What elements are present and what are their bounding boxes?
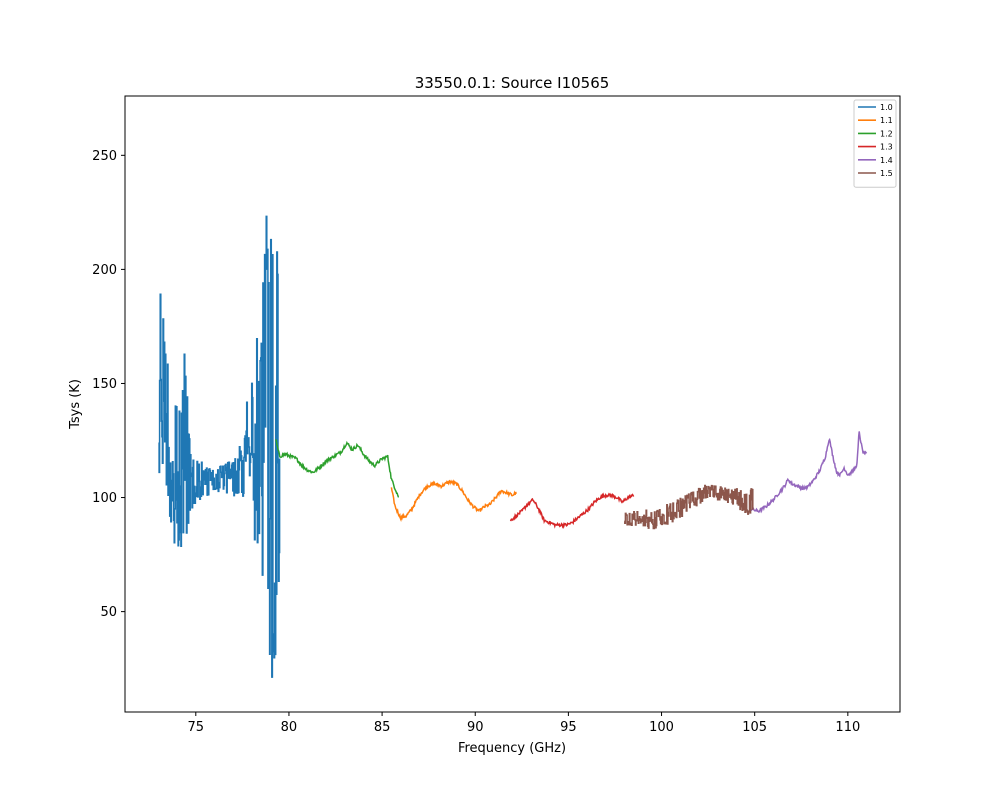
series-line-1.1 <box>390 479 517 523</box>
x-tick-label: 95 <box>560 720 577 735</box>
series-line-1.5 <box>624 484 754 530</box>
legend-label-1.3: 1.3 <box>880 143 893 152</box>
x-tick-label: 80 <box>281 720 298 735</box>
axes-frame <box>124 95 901 713</box>
x-tick-label: 90 <box>467 720 484 735</box>
series-line-1.2 <box>275 439 400 498</box>
legend-label-1.0: 1.0 <box>880 103 893 112</box>
legend-label-1.2: 1.2 <box>880 129 893 138</box>
y-axis-label: Tsys (K) <box>68 379 83 430</box>
x-tick-label: 75 <box>188 720 205 735</box>
series-line-1.0 <box>158 215 281 678</box>
x-tick-label: 105 <box>742 720 767 735</box>
y-tick-label: 250 <box>92 149 117 164</box>
legend-box <box>853 99 897 188</box>
x-axis: 75 80 85 90 95 100 105 110 <box>188 712 860 735</box>
chart-title: 33550.0.1: Source I10565 <box>415 74 610 92</box>
y-tick-label: 200 <box>92 263 117 278</box>
x-axis-label: Frequency (GHz) <box>458 741 566 756</box>
legend-label-1.5: 1.5 <box>880 169 893 178</box>
series-line-1.4 <box>750 431 868 514</box>
y-tick-label: 50 <box>100 605 117 620</box>
series-line-1.3 <box>509 492 635 530</box>
y-axis: 50 100 150 200 250 <box>92 149 125 620</box>
x-tick-label: 100 <box>649 720 674 735</box>
legend-label-1.4: 1.4 <box>880 156 893 165</box>
y-tick-label: 100 <box>92 491 117 506</box>
y-tick-label: 150 <box>92 377 117 392</box>
legend-label-1.1: 1.1 <box>880 116 893 125</box>
x-tick-label: 110 <box>835 720 860 735</box>
x-tick-label: 85 <box>374 720 391 735</box>
legend: 1.0 1.1 1.2 1.3 1.4 1.5 <box>853 99 897 188</box>
